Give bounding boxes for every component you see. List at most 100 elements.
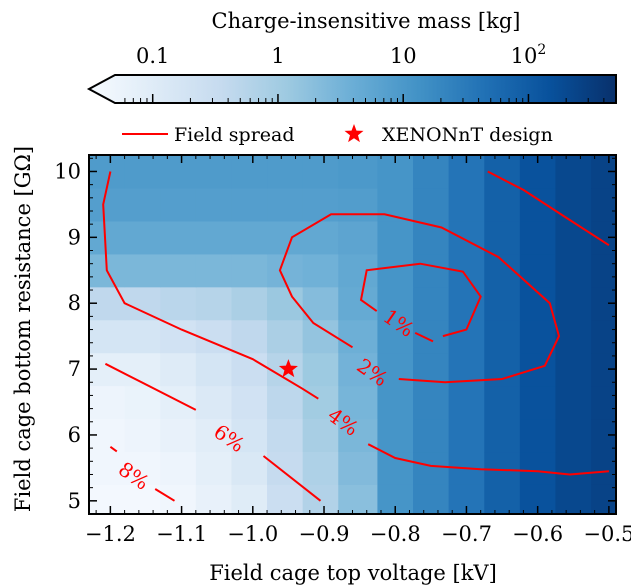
heatmap-cell xyxy=(302,352,339,387)
heatmap-cell xyxy=(302,253,339,288)
heatmap-cell xyxy=(267,155,304,189)
heatmap-cell xyxy=(231,319,268,354)
heatmap-cell xyxy=(555,385,592,420)
heatmap-cell xyxy=(160,319,197,354)
heatmap-cell xyxy=(484,319,521,354)
heatmap-cell xyxy=(231,253,268,288)
heatmap-cell xyxy=(160,187,197,222)
heatmap-cell xyxy=(124,187,161,222)
heatmap-cell xyxy=(448,286,485,321)
y-axis-label: Field cage bottom resistance [GΩ] xyxy=(11,146,35,512)
heatmap-cell xyxy=(231,418,268,453)
legend-label-field-spread: Field spread xyxy=(174,124,295,146)
heatmap-cell xyxy=(448,187,485,222)
x-tick-label: −1.1 xyxy=(156,522,207,546)
heatmap-cell xyxy=(338,385,379,420)
heatmap-cell xyxy=(89,187,126,222)
heatmap-cell xyxy=(484,352,521,387)
contour-line xyxy=(487,170,610,247)
heatmap-cell xyxy=(484,253,521,288)
contour-line xyxy=(414,331,434,343)
heatmap-cell xyxy=(484,418,521,453)
heatmap-cell xyxy=(160,155,197,189)
contour-line xyxy=(359,262,482,338)
heatmap-cell xyxy=(413,187,450,222)
heatmap-cell xyxy=(591,385,617,420)
heatmap-cell xyxy=(195,155,233,189)
heatmap-cell xyxy=(484,286,521,321)
heatmap-cell xyxy=(338,286,379,321)
heatmap-cell xyxy=(413,155,450,189)
heatmap-cell xyxy=(231,451,268,485)
heatmap-cell xyxy=(267,451,304,485)
heatmap-cell xyxy=(195,286,233,321)
heatmap-cell xyxy=(302,418,339,453)
heatmap-cell xyxy=(338,352,379,387)
x-tick-label: −0.9 xyxy=(299,522,350,546)
heatmap-cell xyxy=(195,352,233,387)
heatmap-cell xyxy=(591,319,617,354)
heatmap-cell xyxy=(555,220,592,255)
heatmap-cell xyxy=(377,385,414,420)
heatmap-cell xyxy=(302,484,339,515)
heatmap-cell xyxy=(231,155,268,189)
heatmap-cell xyxy=(195,484,233,515)
heatmap-cell xyxy=(124,352,161,387)
colorbar: Charge-insensitive mass [kg] 0.1 1 10 102 xyxy=(86,9,617,104)
x-axis-label: Field cage top voltage [kV] xyxy=(209,561,497,585)
x-tick-label: −0.5 xyxy=(583,522,631,546)
heatmap-cell xyxy=(519,220,557,255)
heatmap-cell xyxy=(484,385,521,420)
x-tick-label: −0.8 xyxy=(370,522,421,546)
heatmap-cell xyxy=(484,451,521,485)
heatmap-cell xyxy=(338,484,379,515)
heatmap-cell xyxy=(448,319,485,354)
y-tick-label: 8 xyxy=(68,291,81,315)
heatmap-cell xyxy=(231,187,268,222)
heatmap-cell xyxy=(160,352,197,387)
contour-line xyxy=(102,171,319,400)
heatmap-cell xyxy=(338,451,379,485)
heatmap-cell xyxy=(302,451,339,485)
heatmap-cell xyxy=(160,484,197,515)
heatmap-cell xyxy=(555,352,592,387)
heatmap-cell xyxy=(124,286,161,321)
heatmap-cell xyxy=(413,286,450,321)
colorbar-outline xyxy=(86,74,617,104)
heatmap-cell xyxy=(160,385,197,420)
heatmap-cell xyxy=(555,286,592,321)
heatmap-cell xyxy=(555,253,592,288)
colorbar-gradient xyxy=(89,75,616,103)
y-tick-label: 7 xyxy=(68,357,81,381)
heatmap-cell xyxy=(519,451,557,485)
heatmap-cell xyxy=(591,484,617,515)
heatmap-cell xyxy=(231,220,268,255)
contour-line xyxy=(109,445,118,453)
heatmap-cell xyxy=(302,155,339,189)
heatmap-cell xyxy=(413,484,450,515)
heatmap-cell xyxy=(302,319,339,354)
heatmap-cell xyxy=(302,220,339,255)
heatmap-cell xyxy=(195,418,233,453)
heatmap-cell xyxy=(377,319,414,354)
heatmap-cell xyxy=(195,220,233,255)
heatmap-cell xyxy=(160,220,197,255)
heatmap-cell xyxy=(519,319,557,354)
legend-label-xenonnt-design: XENONnT design xyxy=(382,124,553,146)
heatmap-cell xyxy=(124,484,161,515)
y-axis-ticks xyxy=(89,157,616,515)
plot-area: 1%2%4%6%8% −1.2 −1.1 −1.0 −0.9 −0.8 −0.7 −0.6−… xyxy=(54,154,631,546)
heatmap-cell xyxy=(484,187,521,222)
heatmap-cell xyxy=(555,418,592,453)
y-tick-label: 10 xyxy=(54,159,81,183)
heatmap-cell xyxy=(519,187,557,222)
heatmap-cell xyxy=(519,418,557,453)
heatmap-cell xyxy=(302,286,339,321)
heatmap-cell xyxy=(124,451,161,485)
colorbar-label: Charge-insensitive mass [kg] xyxy=(212,9,521,33)
heatmap-cell xyxy=(160,253,197,288)
contour-line xyxy=(104,362,197,411)
heatmap-cell xyxy=(413,385,450,420)
heatmap-cell xyxy=(413,220,450,255)
